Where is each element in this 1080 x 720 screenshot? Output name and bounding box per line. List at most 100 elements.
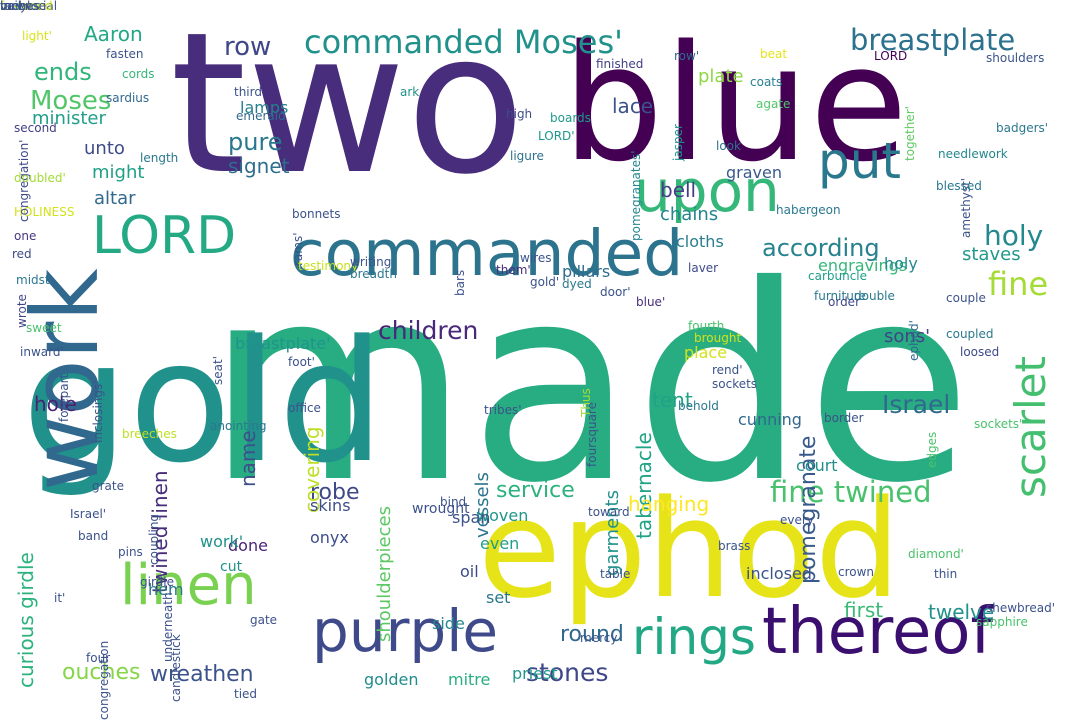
word-cords: cords [122, 67, 155, 81]
word-golden: golden [364, 670, 419, 689]
word-holy: holy [984, 219, 1044, 252]
word-carbuncle: carbuncle [808, 269, 868, 283]
word-ark: ark [400, 85, 420, 99]
word-cut: cut [220, 559, 243, 575]
word-engravings: engravings [818, 256, 908, 275]
word-table: table [600, 567, 631, 581]
word-inward: inward' [20, 345, 64, 359]
word-blessed: blessed [936, 179, 982, 193]
word-unto: unto [84, 138, 125, 159]
word-place: place [684, 343, 728, 362]
word-priest: priest [512, 664, 558, 683]
word-stones: stones [526, 658, 609, 687]
word-it: it' [54, 591, 66, 605]
word-vail: vail [0, 0, 22, 13]
word-holiness: HOLINESS [14, 205, 75, 219]
word-pure: pure [228, 128, 283, 156]
word-minister: minister [32, 108, 106, 129]
word-pillars: pillars [562, 262, 611, 281]
word-testimony: testimony [298, 259, 359, 273]
word-finished: finished [596, 57, 644, 71]
word-breeches: breeches [122, 427, 177, 441]
word-robe: robe [310, 480, 360, 505]
word-plate: plate [698, 66, 744, 87]
word-dyed: dyed [562, 277, 592, 291]
word-lord: LORD [92, 206, 237, 266]
word-row: row [224, 32, 272, 62]
word-fasten: fasten [106, 47, 144, 61]
word-loosed: loosed [960, 345, 1000, 359]
word-first: first [844, 598, 884, 622]
word-ephod: ephod [478, 471, 901, 628]
word-ephod: ephod' [907, 320, 921, 361]
word-memorial: memorial [0, 0, 58, 13]
word-altar: altar [94, 188, 136, 209]
word-done: done [228, 536, 268, 555]
word-thin: thin [934, 567, 958, 581]
word-wires: wires [520, 251, 552, 265]
word-length: length [140, 151, 179, 165]
word-purple: purple [312, 597, 499, 665]
word-put: put [818, 132, 902, 190]
word-door: door' [600, 285, 631, 299]
word-fine: fine [988, 265, 1049, 303]
word-lace: lace [612, 94, 654, 118]
word-foot: foot' [288, 355, 315, 369]
word-four: four [86, 651, 111, 665]
word-order: order [828, 295, 860, 309]
word-span: span [452, 508, 491, 527]
word-oil: oil [460, 562, 479, 581]
word-mercy: mercy [580, 631, 618, 645]
word-high: high [506, 107, 533, 121]
word-set: set [486, 588, 511, 607]
word-upon: upon [634, 157, 780, 225]
word-gold: gold' [530, 275, 560, 289]
word-bell: bell [660, 178, 697, 202]
word-grate: grate [92, 479, 124, 493]
word-coupled: coupled [946, 327, 994, 341]
word-seat: seat' [211, 356, 225, 385]
word-light: light' [22, 29, 52, 43]
word-lord: LORD [874, 49, 908, 63]
word-onyx: onyx [310, 528, 349, 547]
word-coats: coats [750, 75, 783, 89]
word-taches: taches [0, 0, 40, 13]
word-tabernacle: tabernacle [632, 432, 656, 539]
word-skins: skins [310, 496, 351, 515]
word-row: row' [674, 49, 700, 63]
word-bonnets: bonnets [292, 207, 341, 221]
word-bars: bars [453, 269, 467, 296]
word-writing: writing [350, 255, 392, 269]
word-sweet: sweet [26, 321, 62, 335]
word-curious-girdle: curious girdle [14, 552, 38, 688]
word-side: side [432, 614, 465, 633]
word-hanging: hanging [628, 492, 710, 516]
word-tied: tied [234, 687, 258, 701]
word-holy: holy [884, 254, 918, 273]
word-badgers: badgers' [996, 121, 1049, 135]
word-sockets: sockets [712, 377, 758, 391]
word-breadth: breadth [350, 267, 397, 281]
word-thus: Thus [579, 388, 593, 417]
word-cloths: cloths [676, 232, 724, 251]
word-name: name [236, 430, 260, 487]
word-second: second [14, 121, 57, 135]
word-habergeon: habergeon [776, 203, 841, 217]
word-one: one [14, 229, 37, 243]
word-beryl: beryl [0, 0, 31, 13]
word-coupling: coupling [147, 513, 161, 565]
word-garments: garments [602, 490, 623, 576]
word-brass: brass [718, 539, 751, 553]
word-ends: ends [34, 58, 92, 86]
word-might: might [92, 162, 145, 183]
word-two: two [170, 0, 526, 217]
word-israel: Israel [882, 390, 951, 419]
word-wrought: wrought [412, 501, 470, 517]
word-rend: rend' [712, 363, 743, 377]
word-blue: blue [562, 10, 908, 197]
word-gate: gate [250, 613, 278, 627]
word-lamps: lamps [240, 98, 289, 117]
word-graven: graven [726, 163, 782, 182]
word-aaron: Aaron [84, 22, 143, 46]
word-diamond: diamond' [908, 547, 964, 561]
